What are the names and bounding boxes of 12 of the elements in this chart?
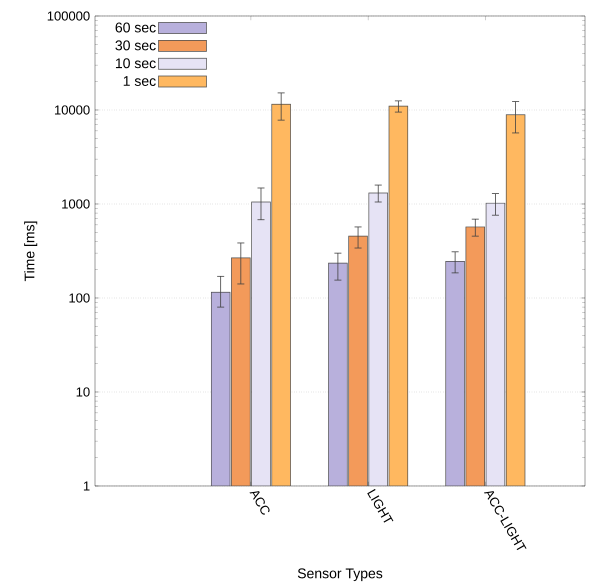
legend-label: 30 sec bbox=[115, 40, 156, 50]
y-axis-title: Time [ms] bbox=[24, 222, 38, 282]
legend-label: 1 sec bbox=[124, 76, 156, 86]
y-tick-label: 10000 bbox=[54, 105, 90, 115]
y-tick-label: 1000 bbox=[62, 199, 90, 209]
y-tick-label: 100 bbox=[69, 293, 90, 303]
legend-label: 10 sec bbox=[116, 58, 156, 68]
legend-label: 60 sec bbox=[116, 22, 156, 32]
y-tick-label: 1 bbox=[84, 482, 90, 490]
y-tick-label: 100000 bbox=[48, 11, 90, 21]
x-axis-title: Sensor Types bbox=[298, 568, 382, 582]
y-tick-label: 10 bbox=[76, 387, 90, 397]
